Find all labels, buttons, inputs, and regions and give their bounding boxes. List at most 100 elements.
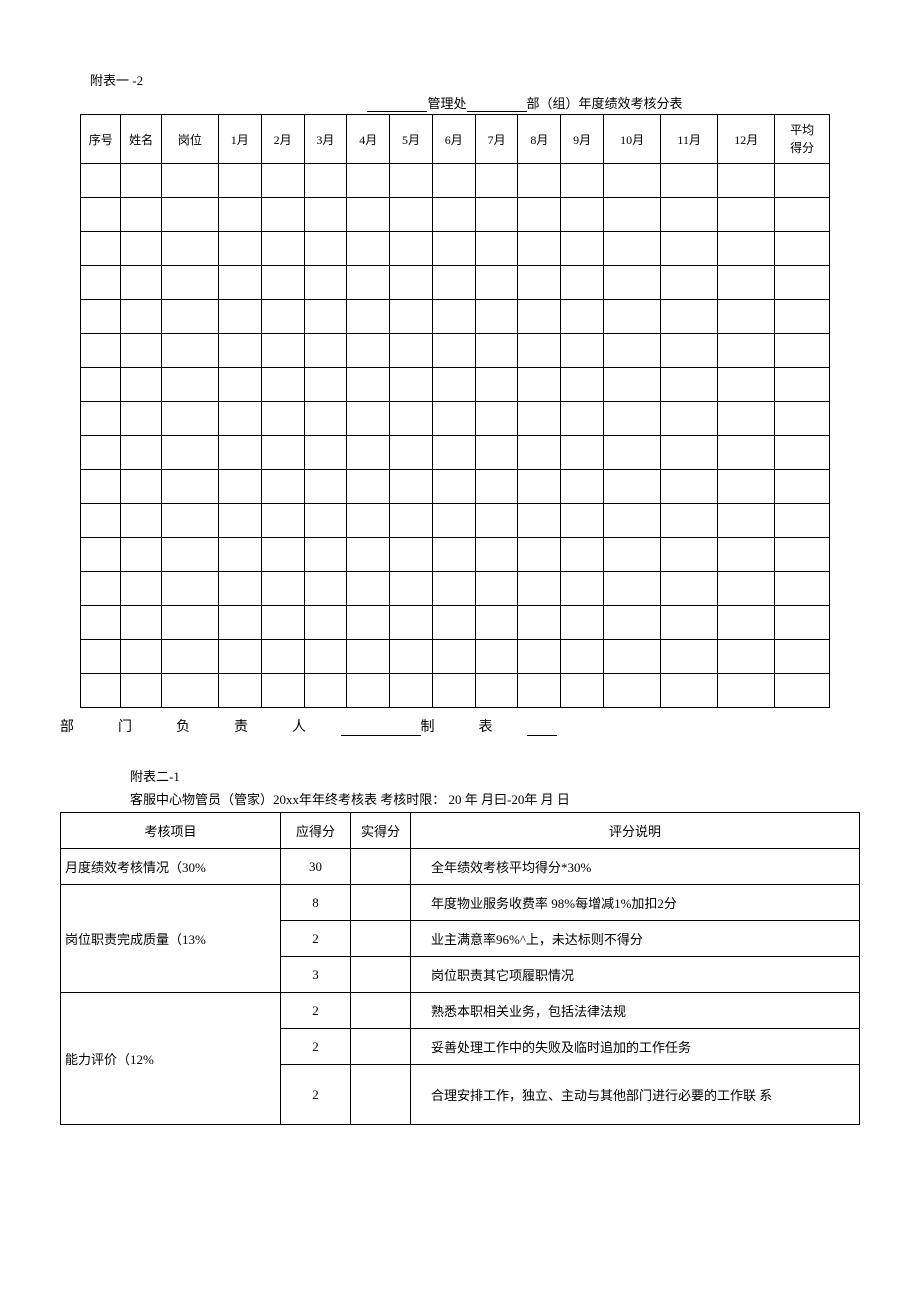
table-cell — [432, 198, 475, 232]
table-cell — [718, 504, 775, 538]
table-cell — [561, 266, 604, 300]
table-cell — [304, 572, 347, 606]
table-cell — [718, 198, 775, 232]
table-cell — [604, 402, 661, 436]
table-cell — [347, 266, 390, 300]
table-cell — [218, 572, 261, 606]
table-cell — [561, 334, 604, 368]
table-cell — [261, 402, 304, 436]
footer-part4: 责 — [234, 720, 254, 735]
table-cell — [518, 334, 561, 368]
table-cell — [661, 470, 718, 504]
table-cell — [161, 640, 218, 674]
table-cell — [304, 334, 347, 368]
appendix1-label: 附表一 -2 — [90, 70, 860, 89]
table-row — [81, 232, 830, 266]
table-cell — [718, 640, 775, 674]
table-cell — [475, 504, 518, 538]
table-cell — [390, 640, 433, 674]
table-cell — [218, 368, 261, 402]
table-cell — [518, 470, 561, 504]
table-cell — [121, 674, 161, 708]
table-cell — [604, 232, 661, 266]
cell-desc: 年度物业服务收费率 98%每增减1%加扣2分 — [411, 885, 860, 921]
table-row — [81, 164, 830, 198]
table-cell — [432, 504, 475, 538]
th-col-0: 序号 — [81, 115, 121, 164]
cell-actual — [351, 1065, 411, 1125]
table-cell — [561, 504, 604, 538]
table-cell — [121, 640, 161, 674]
table-cell — [604, 198, 661, 232]
cell-desc: 业主满意率96%^上，未达标则不得分 — [411, 921, 860, 957]
table-row: 岗位职责完成质量（13%8年度物业服务收费率 98%每增减1%加扣2分 — [61, 885, 860, 921]
table-cell — [661, 232, 718, 266]
table-cell — [775, 402, 830, 436]
table-row — [81, 300, 830, 334]
table-cell — [475, 164, 518, 198]
table-cell — [561, 402, 604, 436]
table-cell — [347, 368, 390, 402]
table-cell — [390, 504, 433, 538]
table-cell — [261, 538, 304, 572]
table-cell — [390, 470, 433, 504]
table-cell — [347, 640, 390, 674]
table-cell — [432, 232, 475, 266]
table-cell — [475, 300, 518, 334]
table-cell — [261, 572, 304, 606]
th-col-7: 5月 — [390, 115, 433, 164]
table-cell — [261, 436, 304, 470]
table-cell — [390, 198, 433, 232]
table-cell — [81, 300, 121, 334]
table-cell — [518, 538, 561, 572]
table-cell — [161, 504, 218, 538]
table-cell — [775, 470, 830, 504]
table-cell — [475, 198, 518, 232]
table-cell — [775, 232, 830, 266]
table-cell — [81, 368, 121, 402]
th-col-10: 8月 — [518, 115, 561, 164]
footer-part7: 表 — [479, 720, 499, 735]
table-cell — [161, 470, 218, 504]
table-cell — [218, 334, 261, 368]
table-cell — [347, 674, 390, 708]
table-cell — [561, 470, 604, 504]
table-cell — [81, 402, 121, 436]
table-cell — [218, 436, 261, 470]
table-cell — [390, 266, 433, 300]
table-cell — [475, 606, 518, 640]
th-col-8: 6月 — [432, 115, 475, 164]
table-cell — [161, 368, 218, 402]
cell-desc: 合理安排工作，独立、主动与其他部门进行必要的工作联 系 — [411, 1065, 860, 1125]
table-cell — [390, 674, 433, 708]
table-cell — [561, 674, 604, 708]
cell-desc: 妥善处理工作中的失败及临时追加的工作任务 — [411, 1029, 860, 1065]
table-cell — [775, 368, 830, 402]
table-cell — [518, 300, 561, 334]
table-cell — [347, 470, 390, 504]
title-mid2: 部（组）年度绩效考核分表 — [527, 96, 683, 111]
table-cell — [661, 436, 718, 470]
th-col-1: 姓名 — [121, 115, 161, 164]
table-cell — [261, 504, 304, 538]
cell-score: 2 — [281, 1029, 351, 1065]
table-cell — [390, 538, 433, 572]
table-cell — [604, 334, 661, 368]
table-cell — [390, 164, 433, 198]
table-cell — [432, 436, 475, 470]
table-cell — [81, 232, 121, 266]
table-cell — [161, 164, 218, 198]
table-cell — [390, 368, 433, 402]
th-col-11: 9月 — [561, 115, 604, 164]
table-cell — [121, 300, 161, 334]
table-cell — [775, 538, 830, 572]
table-cell — [81, 674, 121, 708]
table-cell — [81, 538, 121, 572]
table-cell — [561, 300, 604, 334]
table-cell — [775, 606, 830, 640]
table-cell — [218, 164, 261, 198]
footer-line: 部 门 负 责 人 制 表 — [60, 716, 860, 736]
table-cell — [661, 640, 718, 674]
table-cell — [390, 334, 433, 368]
table-cell — [661, 572, 718, 606]
